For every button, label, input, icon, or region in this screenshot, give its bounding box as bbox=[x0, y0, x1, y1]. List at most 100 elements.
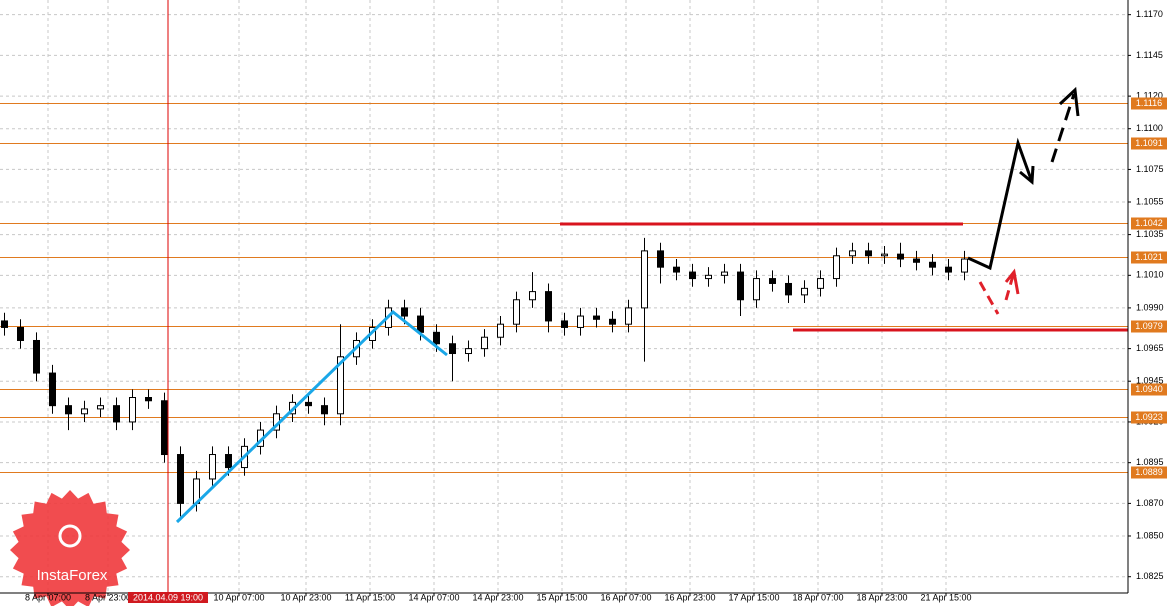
candle-body bbox=[433, 331, 440, 345]
x-tick-label: 11 Apr 15:00 bbox=[345, 592, 395, 602]
candle-body bbox=[769, 278, 776, 284]
y-tick-label: 1.1010 bbox=[1136, 270, 1164, 280]
candle-body bbox=[81, 408, 88, 415]
arrow-head bbox=[1004, 268, 1020, 295]
y-tick-label: 1.0870 bbox=[1136, 498, 1164, 508]
y-tick-label: 1.1075 bbox=[1136, 164, 1164, 174]
level-label: 1.1042 bbox=[1135, 218, 1163, 228]
candle-body bbox=[417, 315, 424, 333]
candle-body bbox=[737, 271, 744, 301]
watermark-badge bbox=[10, 490, 130, 606]
y-tick-label: 1.0850 bbox=[1136, 530, 1164, 540]
alt-arrow bbox=[1004, 271, 1016, 301]
y-tick-label: 1.0895 bbox=[1136, 457, 1164, 467]
candle-body bbox=[657, 250, 664, 268]
level-label-box bbox=[1131, 251, 1167, 264]
candle-body bbox=[753, 278, 760, 301]
x-tick-label: 21 Apr 15:00 bbox=[920, 592, 971, 602]
cursor-time-label: 2014.04.09 19:00 bbox=[133, 592, 203, 602]
x-tick-label: 17 Apr 15:00 bbox=[728, 592, 779, 602]
x-tick-label: 15 Apr 15:00 bbox=[536, 592, 587, 602]
alt-arrow bbox=[978, 281, 1000, 315]
candle-body bbox=[721, 271, 728, 276]
watermark-icon bbox=[58, 524, 82, 548]
level-label: 1.0923 bbox=[1135, 412, 1163, 422]
cursor-time-box bbox=[128, 592, 208, 603]
level-label-box bbox=[1131, 320, 1167, 333]
level-label: 1.1021 bbox=[1135, 252, 1163, 262]
x-tick-label: 10 Apr 07:00 bbox=[213, 592, 264, 602]
candle-body bbox=[33, 339, 40, 374]
x-tick-label: 16 Apr 23:00 bbox=[664, 592, 715, 602]
candle-body bbox=[609, 318, 616, 325]
candle-body bbox=[145, 397, 152, 402]
y-tick-label: 1.1170 bbox=[1136, 9, 1163, 19]
candle-body bbox=[705, 274, 712, 280]
candle-body bbox=[97, 405, 104, 410]
y-tick-label: 1.0945 bbox=[1136, 376, 1164, 386]
y-tick-label: 1.0825 bbox=[1136, 571, 1164, 581]
level-label: 1.0889 bbox=[1135, 467, 1163, 477]
y-tick-label: 1.1100 bbox=[1136, 123, 1163, 133]
level-label: 1.1091 bbox=[1135, 138, 1163, 148]
candle-body bbox=[689, 271, 696, 280]
candle-body bbox=[865, 250, 872, 257]
y-tick-label: 1.0965 bbox=[1136, 343, 1164, 353]
candle-body bbox=[449, 343, 456, 355]
wave-line bbox=[175, 310, 448, 524]
candle-body bbox=[625, 307, 632, 325]
candle-body bbox=[49, 372, 56, 407]
x-tick-label: 10 Apr 23:00 bbox=[280, 592, 331, 602]
y-tick-label: 1.1145 bbox=[1136, 50, 1163, 60]
candle-body bbox=[321, 405, 328, 415]
candle-body bbox=[849, 250, 856, 257]
x-tick-label: 8 Apr 07:00 bbox=[25, 592, 71, 602]
candle-body bbox=[785, 282, 792, 296]
candle-body bbox=[593, 315, 600, 320]
candle-body bbox=[817, 278, 824, 289]
candle-body bbox=[113, 405, 120, 423]
arrow-head bbox=[1058, 86, 1080, 117]
x-tick-label: 16 Apr 07:00 bbox=[600, 592, 651, 602]
candle-body bbox=[481, 336, 488, 350]
level-label-box bbox=[1131, 466, 1167, 479]
level-label: 1.0979 bbox=[1135, 321, 1163, 331]
candle-body bbox=[641, 250, 648, 309]
x-tick-label: 8 Apr 23:00 bbox=[85, 592, 131, 602]
candle-body bbox=[497, 323, 504, 338]
candle-body bbox=[833, 255, 840, 280]
level-label: 1.1116 bbox=[1136, 98, 1162, 108]
levels bbox=[0, 103, 1128, 473]
forecast-arrow-dashed bbox=[1050, 93, 1076, 163]
candle-body bbox=[337, 356, 344, 415]
candle-body bbox=[897, 253, 904, 260]
grid bbox=[0, 0, 1128, 593]
level-label-box bbox=[1131, 137, 1167, 150]
drawings bbox=[167, 0, 1128, 593]
y-tick-label: 1.1055 bbox=[1136, 196, 1164, 206]
candle-body bbox=[545, 291, 552, 322]
candle-body bbox=[161, 400, 168, 456]
candle-body bbox=[913, 258, 920, 263]
x-tick-label: 14 Apr 23:00 bbox=[472, 592, 523, 602]
level-label-box bbox=[1131, 383, 1167, 396]
candle-body bbox=[577, 315, 584, 328]
x-tick-label: 18 Apr 07:00 bbox=[792, 592, 843, 602]
x-tick-label: 18 Apr 23:00 bbox=[856, 592, 907, 602]
y-tick-label: 1.0990 bbox=[1136, 302, 1164, 312]
forecast-arrow bbox=[967, 137, 1034, 271]
candle-body bbox=[65, 405, 72, 415]
candle-body bbox=[513, 299, 520, 325]
level-label: 1.0940 bbox=[1135, 384, 1163, 394]
candle-body bbox=[1, 320, 8, 328]
candle-body bbox=[465, 348, 472, 355]
x-tick-label: 14 Apr 07:00 bbox=[408, 592, 459, 602]
candle-body bbox=[305, 401, 312, 407]
watermark: InstaForex bbox=[10, 490, 130, 606]
level-label-box bbox=[1131, 411, 1167, 424]
y-tick-label: 1.1120 bbox=[1136, 90, 1163, 100]
candle-body bbox=[177, 454, 184, 504]
candle-body bbox=[129, 397, 136, 423]
